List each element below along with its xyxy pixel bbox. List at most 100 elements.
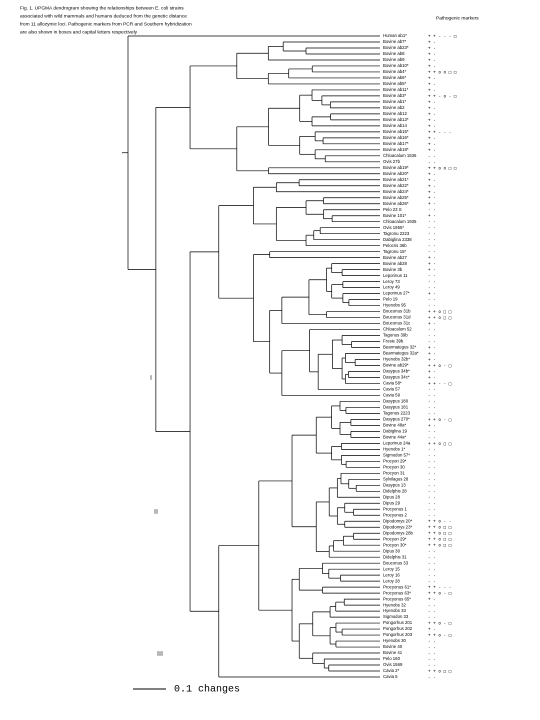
pathogenic-markers: + -	[428, 352, 436, 357]
pathogenic-markers: - -	[428, 208, 436, 213]
pathogenic-markers: + -	[428, 64, 436, 69]
leaf-label: Dasypus 34b*	[383, 369, 410, 374]
pathogenic-markers: - -	[428, 616, 436, 621]
leaf-label: Bovine ab15*	[383, 129, 409, 134]
leaf-label: Bovine ab13*	[383, 117, 409, 122]
pathogenic-markers: + -	[428, 346, 436, 351]
leaf-label: Tagonus 2223	[383, 411, 411, 416]
leaf-label: Hyenobs 33	[383, 608, 407, 613]
pathogenic-markers: + -	[428, 58, 436, 63]
pathogenic-markers: - -	[428, 562, 436, 567]
leaf-label: Bouconus 31d	[383, 315, 411, 320]
cluster-label: I	[150, 375, 152, 381]
pathogenic-markers: - -	[428, 556, 436, 561]
leaf-label: Dipodomys 28b	[383, 530, 413, 535]
pathogenic-markers: - -	[428, 430, 436, 435]
pathogenic-markers: + + - - □	[428, 382, 452, 387]
leaf-label: Dasypus 13	[383, 482, 406, 487]
pathogenic-markers: + -	[428, 106, 436, 111]
pathogenic-markers: + -	[428, 358, 436, 363]
leaf-label: Procyon 29*	[383, 536, 407, 541]
leaf-label: Leroy 15	[383, 566, 400, 571]
leaf-label: Pongorhus 202	[383, 626, 413, 631]
leaf-label: Leroy 49	[383, 285, 400, 290]
leaf-label: Bovine 3b	[383, 267, 403, 272]
leaf-label: Cavia 5	[383, 674, 398, 679]
leaf-label: Leporinus 27*	[383, 291, 410, 296]
leaf-label: Pelo 160	[383, 656, 401, 661]
leaf-label: Bovine ab25*	[383, 195, 409, 200]
pathogenic-markers: + -	[428, 262, 436, 267]
leaf-label: Bovine ab20*	[383, 171, 409, 176]
leaf-label: Leroy 73	[383, 279, 400, 284]
dendrogram: Human ab1* + + - - - □ Bovine ab7* + - Bovin…	[122, 33, 457, 681]
leaf-label: Leporinus 11	[383, 273, 408, 278]
leaf-label: Bovine ab12	[383, 111, 408, 116]
leaf-label: Bovine ab6*	[383, 75, 407, 80]
pathogenic-markers: + -	[428, 148, 436, 153]
leaf-label: Bovine ab16*	[383, 135, 409, 140]
pathogenic-markers: - -	[428, 238, 436, 243]
pathogenic-markers: - -	[428, 388, 436, 393]
pathogenic-markers: + + o o □ □	[428, 166, 457, 171]
leaf-label: Hyenobs 32	[383, 602, 407, 607]
leaf-label: Procyon 31	[383, 470, 405, 475]
leaf-label: Hyenobs 1*	[383, 446, 406, 451]
pathogenic-markers: + -	[428, 112, 436, 117]
leaf-label: Bovine ab2	[383, 105, 405, 110]
pathogenic-markers: - -	[428, 340, 436, 345]
leaf-label: Sigmodon 33	[383, 614, 409, 619]
pathogenic-markers: + + - - -	[428, 130, 451, 135]
pathogenic-markers: - -	[428, 406, 436, 411]
pathogenic-markers: + -	[428, 256, 436, 261]
leaf-label: Dabiglina 2338	[383, 237, 412, 242]
pathogenic-markers: - -	[428, 658, 436, 663]
pathogenic-markers: + -	[428, 178, 436, 183]
leaf-label: Bovine ab22*	[383, 183, 409, 188]
pathogenic-markers: + -	[428, 124, 436, 129]
pathogenic-markers: + -	[428, 184, 436, 189]
leaf-label: Bearmategus 32*	[383, 345, 417, 350]
leaf-label: Bovine 44a*	[383, 435, 407, 440]
pathogenic-markers: - -	[428, 304, 436, 309]
leaf-label: Dipus 28	[383, 494, 401, 499]
leaf-label: Hyenobs 30	[383, 638, 407, 643]
leaf-label: Bovine ab4*	[383, 69, 407, 74]
pathogenic-markers: + -	[428, 40, 436, 45]
pathogenic-markers: + -	[428, 196, 436, 201]
pathogenic-markers: - -	[428, 664, 436, 669]
pathogenic-markers: + + o □ □	[428, 316, 452, 321]
leaf-label: Bovine 48a*	[383, 423, 407, 428]
pathogenic-markers: - -	[428, 328, 436, 333]
leaf-label: Bovine ab9	[383, 57, 405, 62]
pathogenic-markers: + -	[428, 292, 436, 297]
leaf-label: Procyonus 2	[383, 512, 407, 517]
pathogenic-markers: - -	[428, 232, 436, 237]
caption-line: are also shown in boxes and capital lett…	[20, 29, 138, 35]
leaf-label: Procyonus 1	[383, 506, 407, 511]
pathogenic-markers: - -	[428, 484, 436, 489]
pathogenic-markers: + + - - - □	[428, 35, 457, 40]
leaf-label: Procyonus 63*	[383, 590, 411, 595]
pathogenic-markers: + + o □ □	[428, 670, 452, 675]
leaf-label: Dipodomys 20*	[383, 518, 412, 523]
leaf-label: Procyonus 65*	[383, 596, 411, 601]
pathogenic-markers: + + o □ □	[428, 526, 452, 531]
pathogenic-markers: + -	[428, 136, 436, 141]
leaf-label: Bovine ab28	[383, 261, 408, 266]
pathogenic-markers: - -	[428, 676, 436, 681]
pathogenic-markers: + + o □ □	[428, 310, 452, 315]
pathogenic-markers: - -	[428, 472, 436, 477]
leaf-label: Bovine ab21*	[383, 177, 409, 182]
pathogenic-markers: + -	[428, 46, 436, 51]
caption: Fig. 1. UPGMA dendrogram showing the rel…	[20, 5, 192, 35]
leaf-label: Cavia 57	[383, 387, 401, 392]
pathogenic-markers: - -	[428, 280, 436, 285]
leaf-label: Bovine ab24*	[383, 189, 409, 194]
leaf-label: Pelo 23 S	[383, 207, 402, 212]
leaf-label: Procyon 29*	[383, 458, 407, 463]
pathogenic-markers: + -	[428, 628, 436, 633]
leaf-label: Bouconus 33	[383, 560, 409, 565]
leaf-label: Sigmodon 57*	[383, 452, 410, 457]
leaf-label: Hyenobs 95	[383, 303, 407, 308]
